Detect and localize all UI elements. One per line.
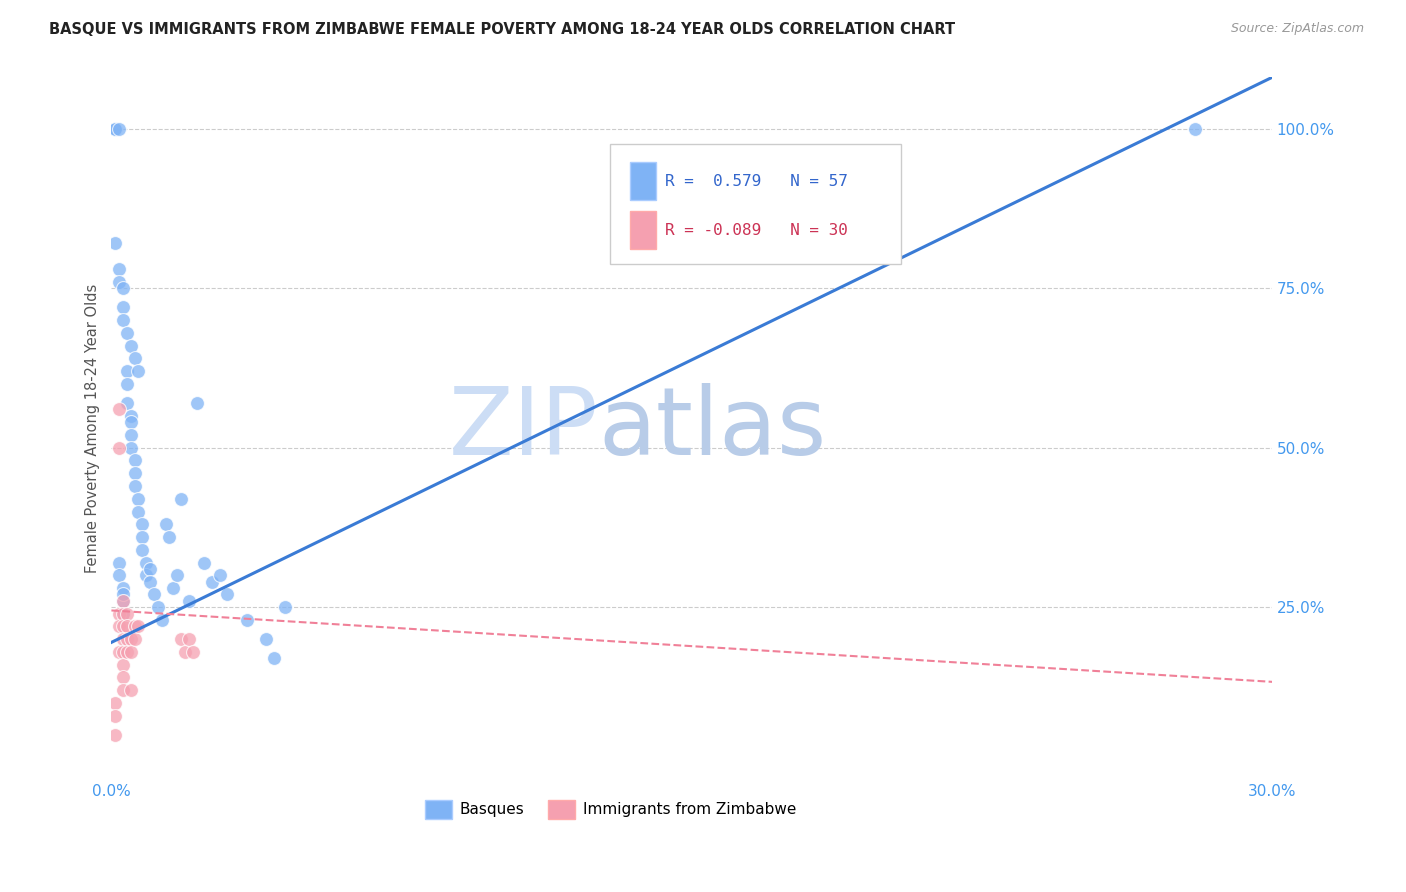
FancyBboxPatch shape — [630, 211, 655, 250]
Point — [177, 632, 200, 647]
Point — [263, 651, 285, 665]
Point — [108, 568, 131, 582]
Point — [115, 396, 138, 410]
Point — [120, 683, 142, 698]
Point — [159, 530, 181, 544]
Point — [127, 619, 149, 633]
Text: Source: ZipAtlas.com: Source: ZipAtlas.com — [1230, 22, 1364, 36]
Point — [108, 441, 131, 455]
Point — [127, 364, 149, 378]
Point — [208, 568, 231, 582]
Point — [111, 300, 134, 314]
Point — [111, 683, 134, 698]
Legend: Basques, Immigrants from Zimbabwe: Basques, Immigrants from Zimbabwe — [419, 794, 803, 824]
Point — [111, 281, 134, 295]
Point — [111, 607, 134, 621]
Point — [111, 581, 134, 595]
Point — [254, 632, 277, 647]
Point — [139, 562, 162, 576]
Point — [217, 587, 239, 601]
Point — [104, 728, 127, 742]
Point — [120, 338, 142, 352]
Point — [181, 645, 204, 659]
Point — [108, 619, 131, 633]
Text: R =  0.579   N = 57: R = 0.579 N = 57 — [665, 174, 848, 189]
Point — [186, 396, 208, 410]
Text: BASQUE VS IMMIGRANTS FROM ZIMBABWE FEMALE POVERTY AMONG 18-24 YEAR OLDS CORRELAT: BASQUE VS IMMIGRANTS FROM ZIMBABWE FEMAL… — [49, 22, 955, 37]
Point — [111, 632, 134, 647]
Point — [111, 594, 134, 608]
Text: R = -0.089   N = 30: R = -0.089 N = 30 — [665, 223, 848, 238]
Point — [104, 121, 127, 136]
Point — [124, 479, 146, 493]
Point — [115, 607, 138, 621]
Point — [1184, 121, 1206, 136]
Point — [115, 326, 138, 340]
Point — [115, 632, 138, 647]
Point — [104, 236, 127, 251]
Point — [115, 645, 138, 659]
Point — [111, 670, 134, 684]
Point — [166, 568, 188, 582]
Point — [124, 351, 146, 366]
Point — [111, 594, 134, 608]
Point — [111, 607, 134, 621]
Point — [139, 574, 162, 589]
Point — [120, 409, 142, 423]
Point — [108, 556, 131, 570]
Y-axis label: Female Poverty Among 18-24 Year Olds: Female Poverty Among 18-24 Year Olds — [86, 284, 100, 574]
Point — [274, 600, 297, 615]
Point — [120, 441, 142, 455]
Point — [124, 632, 146, 647]
Point — [124, 467, 146, 481]
Point — [108, 607, 131, 621]
Point — [135, 568, 157, 582]
Point — [127, 504, 149, 518]
Point — [115, 619, 138, 633]
Point — [111, 587, 134, 601]
Point — [150, 613, 173, 627]
Point — [124, 453, 146, 467]
Point — [174, 645, 197, 659]
Point — [201, 574, 224, 589]
Point — [108, 121, 131, 136]
Point — [111, 657, 134, 672]
Point — [120, 632, 142, 647]
Point — [108, 275, 131, 289]
Point — [127, 491, 149, 506]
Point — [120, 645, 142, 659]
Point — [108, 645, 131, 659]
Point — [120, 428, 142, 442]
Point — [162, 581, 184, 595]
Point — [115, 364, 138, 378]
Point — [193, 556, 215, 570]
Point — [108, 402, 131, 417]
Text: ZIP: ZIP — [449, 383, 599, 475]
Point — [155, 517, 177, 532]
Point — [120, 415, 142, 429]
Point — [111, 313, 134, 327]
Point — [131, 517, 153, 532]
Point — [104, 696, 127, 710]
Point — [170, 632, 193, 647]
Point — [115, 376, 138, 391]
Point — [143, 587, 166, 601]
Point — [131, 530, 153, 544]
FancyBboxPatch shape — [610, 145, 900, 263]
FancyBboxPatch shape — [630, 161, 655, 201]
Text: atlas: atlas — [599, 383, 827, 475]
Point — [177, 594, 200, 608]
Point — [104, 121, 127, 136]
Point — [236, 613, 259, 627]
Point — [124, 619, 146, 633]
Point — [135, 556, 157, 570]
Point — [104, 708, 127, 723]
Point — [108, 262, 131, 277]
Point — [131, 542, 153, 557]
Point — [146, 600, 169, 615]
Point — [111, 619, 134, 633]
Point — [111, 645, 134, 659]
Point — [170, 491, 193, 506]
